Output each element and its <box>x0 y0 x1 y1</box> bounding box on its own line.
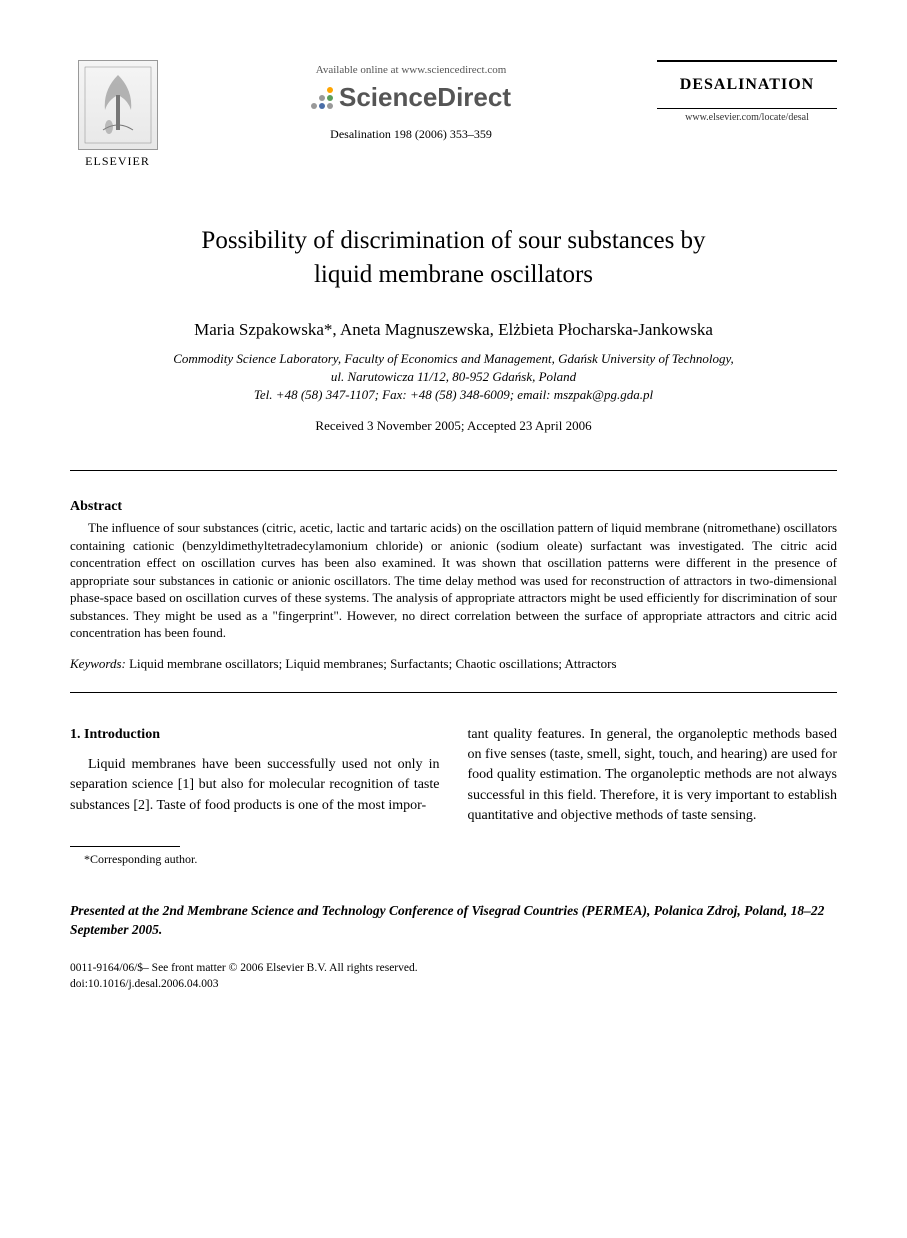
journal-url: www.elsevier.com/locate/desal <box>657 112 837 123</box>
abstract-heading: Abstract <box>70 499 837 515</box>
intro-para-col1: Liquid membranes have been successfully … <box>70 755 440 816</box>
dates: Received 3 November 2005; Accepted 23 Ap… <box>70 418 837 434</box>
title-line-2: liquid membrane oscillators <box>314 261 593 288</box>
publisher-label: ELSEVIER <box>70 154 165 169</box>
intro-para-col2: tant quality features. In general, the o… <box>468 725 838 826</box>
affiliation: Commodity Science Laboratory, Faculty of… <box>70 350 837 405</box>
conference-presented-note: Presented at the 2nd Membrane Science an… <box>70 902 837 940</box>
rule-above-abstract <box>70 470 837 471</box>
publisher-logo-block: ELSEVIER <box>70 60 165 169</box>
doi-line: doi:10.1016/j.desal.2006.04.003 <box>70 976 837 992</box>
column-right: tant quality features. In general, the o… <box>468 725 838 869</box>
sciencedirect-dots-icon <box>311 87 333 109</box>
sciencedirect-wordmark: ScienceDirect <box>339 82 511 113</box>
authors: Maria Szpakowska*, Aneta Magnuszewska, E… <box>70 320 837 340</box>
page-header: ELSEVIER Available online at www.science… <box>70 60 837 169</box>
elsevier-tree-icon <box>78 60 158 150</box>
copyright-line: 0011-9164/06/$– See front matter © 2006 … <box>70 960 837 976</box>
journal-block: DESALINATION www.elsevier.com/locate/des… <box>657 60 837 123</box>
body-columns: 1. Introduction Liquid membranes have be… <box>70 725 837 869</box>
sciencedirect-logo: ScienceDirect <box>165 82 657 113</box>
available-online-text: Available online at www.sciencedirect.co… <box>165 64 657 76</box>
corresponding-author-footnote: *Corresponding author. <box>70 851 440 868</box>
rule-below-keywords <box>70 692 837 693</box>
article-title: Possibility of discrimination of sour su… <box>70 224 837 292</box>
affiliation-line-1: Commodity Science Laboratory, Faculty of… <box>173 351 734 366</box>
keywords-label: Keywords: <box>70 656 126 671</box>
header-center: Available online at www.sciencedirect.co… <box>165 60 657 142</box>
keywords: Keywords: Liquid membrane oscillators; L… <box>70 656 837 672</box>
abstract-text: The influence of sour substances (citric… <box>70 519 837 642</box>
keywords-text: Liquid membrane oscillators; Liquid memb… <box>126 656 617 671</box>
journal-title: DESALINATION <box>657 76 837 94</box>
contact-line: Tel. +48 (58) 347-1107; Fax: +48 (58) 34… <box>254 387 653 402</box>
affiliation-line-2: ul. Narutowicza 11/12, 80-952 Gdańsk, Po… <box>331 369 576 384</box>
column-left: 1. Introduction Liquid membranes have be… <box>70 725 440 869</box>
footnote-rule <box>70 846 180 847</box>
title-line-1: Possibility of discrimination of sour su… <box>201 227 705 254</box>
copyright-block: 0011-9164/06/$– See front matter © 2006 … <box>70 960 837 992</box>
section-heading-intro: 1. Introduction <box>70 725 440 745</box>
citation-line: Desalination 198 (2006) 353–359 <box>165 127 657 142</box>
